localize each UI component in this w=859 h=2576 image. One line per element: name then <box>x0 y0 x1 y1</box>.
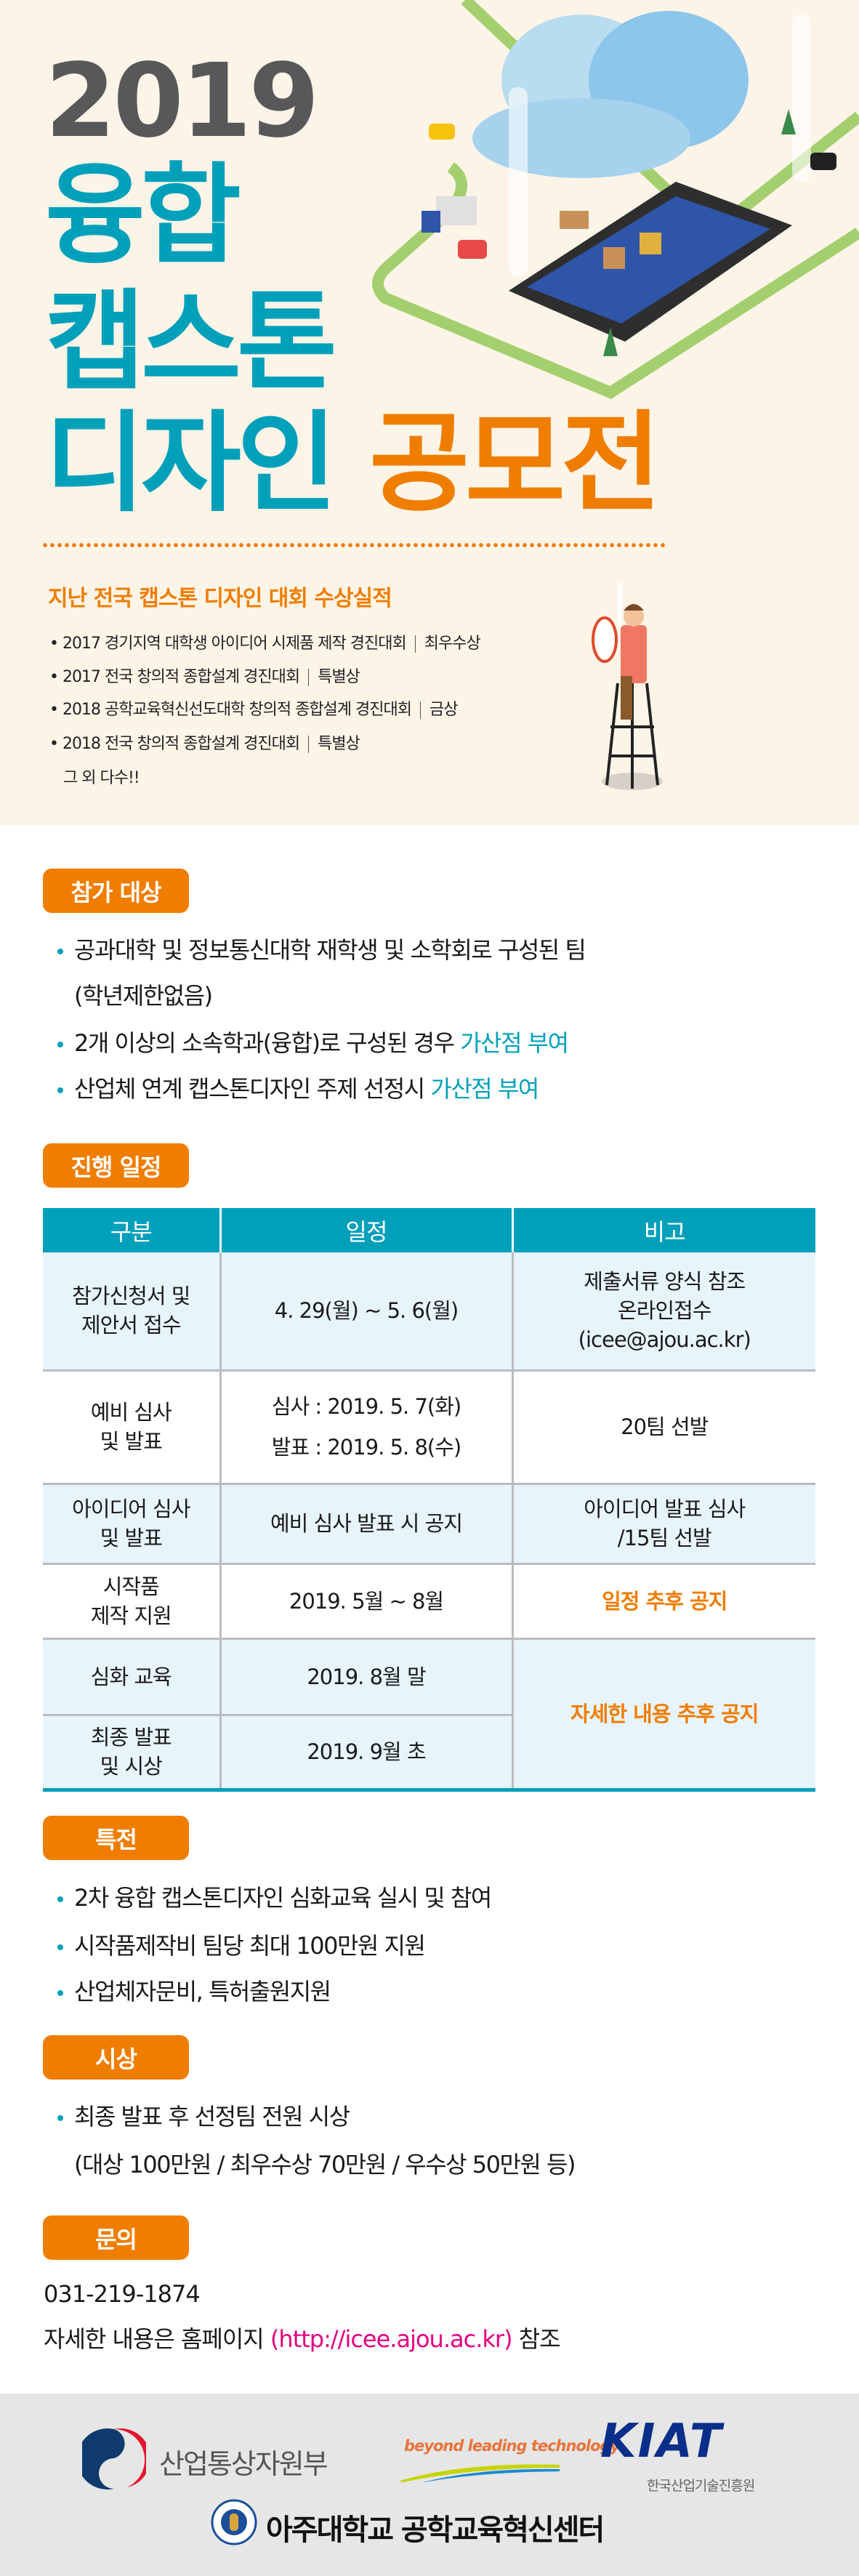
award-name: 2017 전국 창의적 종합설계 경진대회 <box>62 668 300 686</box>
homepage-link[interactable]: (http://icee.ajou.ac.kr) <box>270 2325 513 2353</box>
bullet-icon <box>57 1087 63 1093</box>
bonus-highlight: 가산점 부여 <box>460 1029 569 1057</box>
column-header: 비고 <box>511 1208 815 1252</box>
title-line-3: 디자인 <box>45 401 337 527</box>
prize-item: 최종 발표 후 선정팀 전원 시상 <box>57 2102 350 2131</box>
stage-cell: 예비 심사 및 발표 <box>43 1370 222 1485</box>
contact-text: 참조 <box>512 2325 561 2353</box>
award-prize: 금상 <box>430 701 458 719</box>
prize-text: 최종 발표 후 선정팀 전원 시상 <box>74 2103 350 2130</box>
award-item: • 2018 공학교육혁신선도대학 창의적 종합설계 경진대회 금상 <box>49 701 458 719</box>
award-prize: 특별상 <box>318 735 360 753</box>
bullet-icon <box>57 2115 63 2121</box>
date-cell: 2019. 8월 말 <box>219 1638 514 1716</box>
note-cell: 일정 추후 공지 <box>511 1563 815 1640</box>
title-line-1: 융합 <box>45 153 241 279</box>
table-row: 아이디어 심사 및 발표 예비 심사 발표 시 공지 아이디어 발표 심사 /1… <box>43 1484 815 1565</box>
year-title: 2019 <box>45 42 320 161</box>
bullet-icon <box>57 1042 63 1047</box>
stage-cell: 아이디어 심사 및 발표 <box>43 1484 222 1565</box>
kiat-slogan: beyond leading technology <box>404 2437 620 2455</box>
note-cell: 아이디어 발표 심사 /15팀 선발 <box>511 1484 815 1565</box>
contact-phone: 031-219-1874 <box>44 2280 201 2308</box>
hero-banner: 2019 융합 캡스톤 디자인 공모전 지난 전국 캡스톤 디자인 대회 수상실… <box>0 0 859 825</box>
ministry-name: 산업통상자원부 <box>159 2448 328 2480</box>
ajou-seal-icon <box>211 2499 257 2545</box>
eligibility-item: 산업체 연계 캡스톤디자인 주제 선정시 가산점 부여 <box>57 1074 539 1103</box>
ajou-center-name: 아주대학교 공학교육혁신센터 <box>266 2513 605 2547</box>
awards-more: 그 외 다수!! <box>63 769 140 787</box>
contact-info: 자세한 내용은 홈페이지 (http://icee.ajou.ac.kr) 참조 <box>44 2321 561 2354</box>
eligibility-item: 공과대학 및 정보통신대학 재학생 및 소학회로 구성된 팀 <box>57 935 586 965</box>
table-row: 참가신청서 및 제안서 접수 4. 29(월) ~ 5. 6(월) 제출서류 양… <box>43 1252 815 1372</box>
date-cell: 4. 29(월) ~ 5. 6(월) <box>219 1252 514 1372</box>
title-line-2: 캡스톤 <box>45 279 337 406</box>
benefit-item: 시작품제작비 팀당 최대 100만원 지원 <box>57 1931 426 1960</box>
eligibility-text: 공과대학 및 정보통신대학 재학생 및 소학회로 구성된 팀 <box>74 936 586 964</box>
date-cell: 심사 : 2019. 5. 7(화) 발표 : 2019. 5. 8(수) <box>219 1370 514 1485</box>
table-row: 예비 심사 및 발표 심사 : 2019. 5. 7(화) 발표 : 2019.… <box>43 1370 815 1485</box>
slogan-swoosh-icon <box>400 2464 560 2482</box>
award-name: 2017 경기지역 대학생 아이디어 시제품 제작 경진대회 <box>62 635 407 653</box>
award-prize: 최우수상 <box>424 635 481 653</box>
note-cell: 20팀 선발 <box>511 1370 815 1485</box>
eligibility-item: 2개 이상의 소속학과(융합)로 구성된 경우 가산점 부여 <box>57 1029 569 1058</box>
award-name: 2018 전국 창의적 종합설계 경진대회 <box>62 735 300 753</box>
date-cell: 2019. 5월 ~ 8월 <box>219 1563 514 1640</box>
sponsor-footer: 산업통상자원부 beyond leading technology KIAT 한… <box>0 2394 859 2576</box>
awards-title: 지난 전국 캡스톤 디자인 대회 수상실적 <box>48 586 392 611</box>
prize-item-cont: (대상 100만원 / 최우수상 70만원 / 우수상 50만원 등) <box>74 2151 576 2178</box>
stage-cell: 심화 교육 <box>43 1638 222 1716</box>
schedule-badge: 진행 일정 <box>43 1143 189 1188</box>
stage-cell: 최종 발표 및 시상 <box>43 1715 222 1792</box>
schedule-table: 구분 일정 비고 참가신청서 및 제안서 접수 4. 29(월) ~ 5. 6(… <box>43 1208 815 1792</box>
table-row: 최종 발표 및 시상 2019. 9월 초 <box>43 1715 815 1792</box>
table-row: 심화 교육 2019. 8월 말 자세한 내용 추후 공지 <box>43 1638 815 1792</box>
bullet-icon <box>57 949 63 954</box>
prize-badge: 시상 <box>43 2035 189 2080</box>
award-item: • 2017 전국 창의적 종합설계 경진대회 특별상 <box>49 668 360 686</box>
kiat-subtitle: 한국산업기술진흥원 <box>647 2478 755 2494</box>
bullet-icon <box>57 1990 63 1996</box>
bullet-icon <box>57 1896 63 1902</box>
note-cell: 자세한 내용 추후 공지 <box>511 1638 815 1792</box>
note-cell: 제출서류 양식 참조 온라인접수 (icee@ajou.ac.kr) <box>511 1252 815 1372</box>
eligibility-badge: 참가 대상 <box>43 869 189 913</box>
eligibility-text: 산업체 연계 캡스톤디자인 주제 선정시 <box>74 1075 431 1103</box>
award-name: 2018 공학교육혁신선도대학 창의적 종합설계 경진대회 <box>62 701 412 719</box>
smart-city-illustration <box>372 0 859 400</box>
contact-text: 자세한 내용은 홈페이지 <box>44 2325 270 2353</box>
award-prize: 특별상 <box>318 668 360 686</box>
bonus-highlight: 가산점 부여 <box>430 1075 539 1103</box>
bullet-icon <box>57 1944 63 1950</box>
dotted-divider <box>41 542 666 548</box>
benefit-text: 시작품제작비 팀당 최대 100만원 지원 <box>74 1932 426 1960</box>
ministry-emblem-icon <box>82 2428 146 2490</box>
award-item: • 2018 전국 창의적 종합설계 경진대회 특별상 <box>49 735 360 753</box>
title-contest: 공모전 <box>369 401 661 527</box>
table-row: 시작품 제작 지원 2019. 5월 ~ 8월 일정 추후 공지 <box>43 1563 815 1640</box>
kiat-logo: KIAT <box>600 2415 723 2468</box>
benefit-item: 산업체자문비, 특허출원지원 <box>57 1977 331 2006</box>
award-item: • 2017 경기지역 대학생 아이디어 시제품 제작 경진대회 최우수상 <box>49 635 481 653</box>
stage-cell: 참가신청서 및 제안서 접수 <box>43 1252 222 1372</box>
table-header: 구분 일정 비고 <box>43 1208 815 1252</box>
benefit-text: 산업체자문비, 특허출원지원 <box>74 1978 331 2005</box>
stage-cell: 시작품 제작 지원 <box>43 1563 222 1640</box>
column-header: 일정 <box>219 1208 512 1252</box>
benefits-badge: 특전 <box>43 1816 189 1860</box>
eligibility-item-cont: (학년제한없음) <box>74 982 213 1010</box>
date-cell: 예비 심사 발표 시 공지 <box>219 1484 514 1565</box>
column-header: 구분 <box>43 1208 220 1252</box>
date-cell: 2019. 9월 초 <box>219 1715 512 1792</box>
benefit-text: 2차 융합 캡스톤디자인 심화교육 실시 및 참여 <box>74 1884 492 1912</box>
eligibility-text: 2개 이상의 소속학과(융합)로 구성된 경우 <box>74 1029 461 1057</box>
megaphone-person-icon <box>592 583 663 790</box>
benefit-item: 2차 융합 캡스톤디자인 심화교육 실시 및 참여 <box>57 1883 492 1912</box>
contact-badge: 문의 <box>43 2215 189 2260</box>
